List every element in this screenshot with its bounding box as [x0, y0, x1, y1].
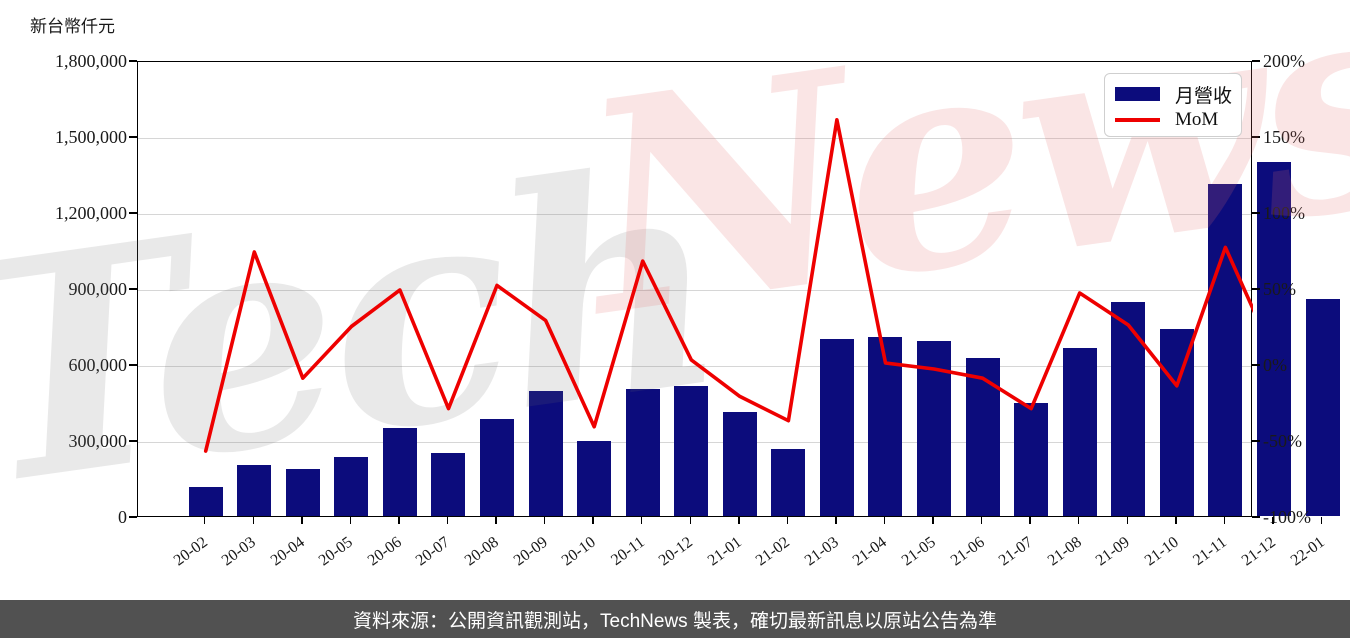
y-axis-right-tickmark [1252, 288, 1260, 290]
revenue-bar-21-03 [819, 338, 854, 516]
x-axis-tickmark [932, 517, 934, 524]
revenue-bar-20-04 [285, 469, 320, 516]
revenue-bar-swatch-icon [1115, 87, 1160, 101]
x-axis-tickmark [1223, 517, 1226, 524]
revenue-bar-21-07 [1014, 402, 1049, 516]
revenue-bar-21-09 [1111, 302, 1146, 516]
y-axis-left-tickmark [129, 136, 137, 138]
x-axis-tickmark [786, 517, 789, 524]
x-axis-tickmark [592, 517, 594, 524]
x-axis-tickmark [1175, 517, 1177, 524]
x-axis-tickmark [640, 517, 643, 524]
y-axis-right-tick-label: -100% [1263, 507, 1311, 527]
x-axis-tickmark [446, 517, 449, 524]
y-axis-left-tickmark [129, 516, 137, 518]
y-axis-left-tick-label: 600,000 [68, 355, 128, 375]
source-footer-text: 資料來源：公開資訊觀測站，TechNews 製表，確切最新訊息以原站公告為準 [353, 610, 997, 632]
x-axis-tickmark [349, 517, 352, 524]
gridline [138, 137, 1251, 139]
revenue-bar-20-06 [382, 427, 417, 516]
revenue-bar-20-07 [431, 452, 466, 516]
revenue-bar-22-01 [1305, 299, 1340, 516]
x-axis-tickmark [301, 517, 303, 524]
x-axis-tickmark [398, 517, 400, 524]
revenue-bar-21-06 [965, 358, 1000, 516]
revenue-bar-21-02 [771, 449, 806, 516]
revenue-bar-20-03 [237, 464, 272, 516]
y-axis-right-tickmark [1252, 440, 1260, 442]
x-axis-tickmark [1029, 517, 1031, 524]
y-axis-right-tick-label: 100% [1263, 203, 1305, 223]
legend: 月營收 MoM [1104, 73, 1242, 137]
y-axis-left-tick-label: 900,000 [68, 279, 128, 299]
revenue-bar-21-12 [1256, 162, 1291, 516]
x-axis-tickmark [835, 517, 837, 524]
legend-row-revenue: 月營收 [1115, 82, 1233, 107]
y-axis-left-tickmark [129, 440, 137, 442]
plot-area [137, 61, 1340, 517]
revenue-bar-20-11 [625, 388, 660, 516]
x-axis-tickmark [883, 517, 886, 524]
revenue-bar-20-12 [674, 386, 709, 516]
y-axis-right-tick-label: 50% [1263, 279, 1296, 299]
legend-revenue-label: 月營收 [1175, 85, 1233, 107]
revenue-bar-21-05 [917, 341, 952, 516]
x-axis-tickmark [252, 517, 254, 524]
revenue-bar-20-05 [334, 456, 369, 516]
legend-row-mom: MoM [1115, 108, 1231, 132]
y-axis-right-tick-label: 150% [1263, 127, 1305, 147]
revenue-bar-21-08 [1062, 347, 1097, 516]
x-axis-tickmark [738, 517, 740, 524]
x-axis-tickmark [1077, 517, 1080, 524]
x-axis-tickmark [203, 517, 206, 524]
x-axis-tickmark [1126, 517, 1129, 524]
x-axis-tickmark [495, 517, 497, 524]
revenue-bar-21-01 [722, 411, 757, 516]
left-axis-unit-title: 新台幣仟元 [30, 17, 115, 36]
y-axis-left-tickmark [129, 60, 137, 62]
gridline [138, 213, 1251, 215]
x-axis-tickmark [1320, 517, 1323, 524]
revenue-bar-20-08 [480, 419, 515, 516]
y-axis-right-tick-label: -50% [1263, 431, 1302, 451]
x-axis-tickmark [543, 517, 546, 524]
y-axis-left-tickmark [129, 364, 137, 366]
y-axis-left-tick-label: 300,000 [68, 431, 128, 451]
source-footer: 資料來源：公開資訊觀測站，TechNews 製表，確切最新訊息以原站公告為準 [0, 600, 1350, 638]
revenue-bar-20-10 [577, 441, 612, 516]
x-axis-tickmark [689, 517, 691, 524]
y-axis-left-tick-label: 1,800,000 [55, 51, 127, 71]
y-axis-right-tick-label: 200% [1263, 51, 1305, 71]
legend-mom-label: MoM [1175, 109, 1219, 130]
x-axis-tickmark [980, 517, 983, 524]
y-axis-right-tick-label: 0% [1263, 355, 1287, 375]
y-axis-left-tickmark [129, 212, 137, 214]
gridline [138, 289, 1251, 291]
y-axis-left-tick-label: 0 [118, 507, 127, 527]
y-axis-right-tickmark [1252, 60, 1260, 62]
y-axis-right-tickmark [1252, 136, 1260, 138]
y-axis-left-tick-label: 1,200,000 [55, 203, 127, 223]
y-axis-left-tick-label: 1,500,000 [55, 127, 127, 147]
revenue-bar-21-04 [868, 336, 903, 516]
revenue-bar-20-09 [528, 390, 563, 516]
revenue-bar-21-10 [1159, 329, 1194, 516]
y-axis-right-tickmark [1252, 212, 1260, 214]
y-axis-right-tickmark [1252, 516, 1260, 518]
revenue-bar-20-02 [188, 486, 223, 516]
revenue-bar-21-11 [1208, 183, 1243, 516]
mom-line-swatch-icon [1115, 117, 1160, 123]
y-axis-right-tickmark [1252, 364, 1260, 366]
x-axis-tickmark [1272, 517, 1274, 524]
y-axis-left-tickmark [129, 288, 137, 290]
